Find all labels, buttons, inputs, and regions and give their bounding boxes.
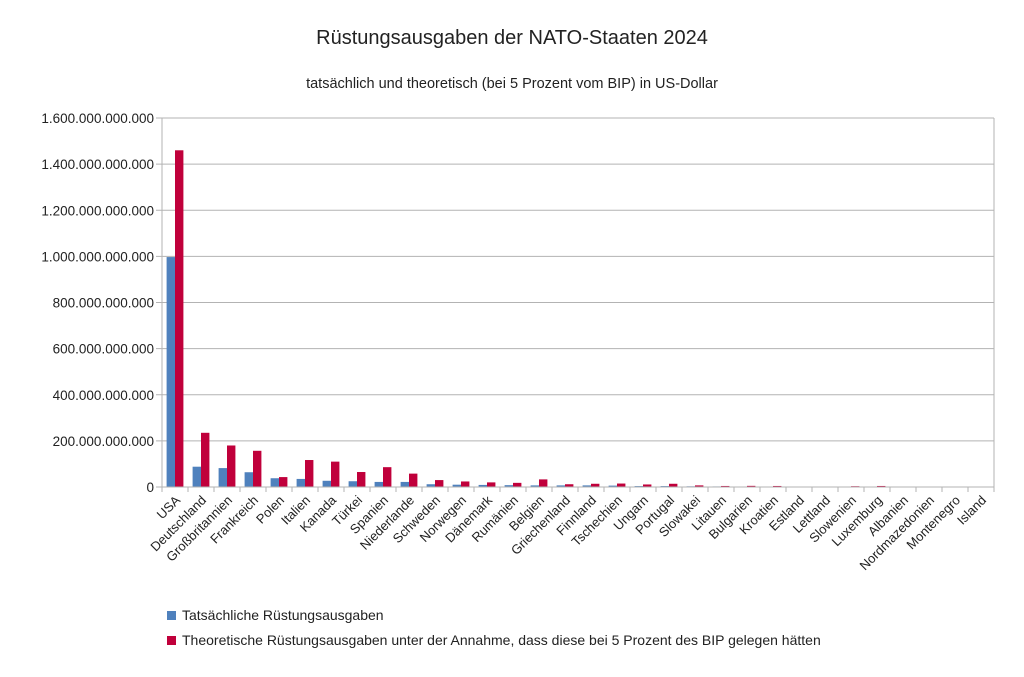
bar-actual-6 — [322, 480, 331, 487]
bar-actual-9 — [400, 481, 409, 487]
y-axis: 0 200.000.000.000 400.000.000.000 600.000.0… — [41, 111, 162, 495]
bar-theoretical-3 — [253, 450, 262, 487]
bar-actual-12 — [478, 484, 487, 487]
legend-label: Tatsächliche Rüstungsausgaben — [182, 607, 384, 623]
bar-actual-8 — [374, 481, 383, 487]
bar-theoretical-23 — [773, 485, 782, 487]
bar-actual-1 — [192, 466, 201, 487]
y-tick-label: 200.000.000.000 — [53, 434, 154, 449]
bar-theoretical-11 — [461, 481, 470, 487]
bar-theoretical-20 — [695, 485, 704, 487]
bar-theoretical-5 — [305, 460, 314, 487]
bar-actual-5 — [296, 478, 305, 487]
bar-theoretical-10 — [435, 480, 444, 487]
bar-theoretical-22 — [747, 485, 756, 487]
bar-theoretical-8 — [383, 467, 392, 487]
bar-theoretical-18 — [643, 484, 652, 487]
bar-actual-15 — [556, 485, 565, 487]
legend-label: Theoretische Rüstungsausgaben unter der … — [182, 632, 821, 648]
bar-actual-3 — [244, 472, 253, 487]
bar-actual-7 — [348, 481, 357, 487]
bar-actual-2 — [218, 468, 227, 487]
bar-theoretical-19 — [669, 483, 678, 487]
bar-actual-11 — [452, 484, 461, 487]
bar-theoretical-9 — [409, 473, 418, 487]
bar-theoretical-15 — [565, 484, 574, 487]
bar-theoretical-7 — [357, 472, 366, 487]
chart-subtitle: tatsächlich und theoretisch (bei 5 Proze… — [306, 76, 718, 92]
y-tick-label: 600.000.000.000 — [53, 342, 154, 357]
bar-theoretical-13 — [513, 482, 522, 487]
bar-theoretical-4 — [279, 477, 288, 487]
grid-lines — [161, 117, 995, 488]
y-tick-label: 0 — [146, 480, 154, 495]
bar-theoretical-1 — [201, 432, 210, 487]
bar-theoretical-0 — [175, 150, 184, 487]
bar-actual-4 — [270, 478, 279, 487]
y-tick-label: 400.000.000.000 — [53, 388, 154, 403]
bar-actual-16 — [582, 485, 591, 487]
bar-theoretical-16 — [591, 483, 600, 487]
bar-theoretical-21 — [721, 485, 730, 487]
bar-theoretical-14 — [539, 479, 548, 487]
bars — [162, 150, 994, 488]
bar-actual-17 — [608, 485, 617, 487]
bar-actual-14 — [530, 485, 539, 487]
x-tick-label: Island — [954, 493, 989, 528]
chart-title: Rüstungsausgaben der NATO-Staaten 2024 — [316, 27, 708, 49]
y-tick-label: 800.000.000.000 — [53, 296, 154, 311]
y-tick-label: 1.600.000.000.000 — [41, 111, 154, 126]
bar-theoretical-6 — [331, 461, 340, 487]
y-tick-label: 1.000.000.000.000 — [41, 249, 154, 264]
bar-theoretical-17 — [617, 483, 626, 487]
bar-actual-13 — [504, 485, 513, 487]
legend-swatch — [167, 636, 176, 645]
bar-theoretical-27 — [877, 485, 886, 487]
bar-theoretical-2 — [227, 445, 236, 487]
legend: Tatsächliche Rüstungsausgaben Theoretisch… — [167, 607, 821, 648]
bar-actual-0 — [166, 257, 175, 487]
y-tick-label: 1.400.000.000.000 — [41, 157, 154, 172]
bar-theoretical-12 — [487, 482, 496, 487]
y-tick-label: 1.200.000.000.000 — [41, 203, 154, 218]
bar-actual-10 — [426, 484, 435, 487]
x-axis: USADeutschlandGroßbritannienFrankreichPo… — [147, 487, 995, 573]
legend-swatch — [167, 611, 176, 620]
